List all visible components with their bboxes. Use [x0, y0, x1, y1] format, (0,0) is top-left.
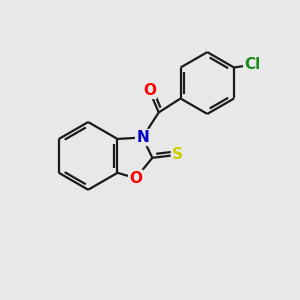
Text: Cl: Cl [244, 57, 260, 72]
Text: N: N [136, 130, 149, 145]
Text: O: O [143, 83, 156, 98]
Text: O: O [129, 171, 142, 186]
Text: S: S [172, 147, 183, 162]
